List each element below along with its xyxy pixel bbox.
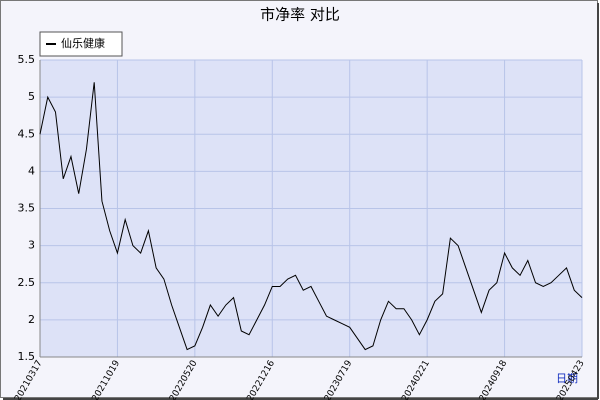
y-tick-label: 4.5 bbox=[18, 127, 36, 140]
y-tick-label: 2 bbox=[28, 313, 35, 326]
y-tick-label: 3 bbox=[28, 239, 35, 252]
legend-label: 仙乐健康 bbox=[61, 36, 105, 50]
y-tick-label: 2.5 bbox=[18, 276, 36, 289]
line-series bbox=[39, 82, 583, 351]
y-tick-label: 4 bbox=[28, 164, 35, 177]
chart-title: 市净率 对比 bbox=[260, 6, 340, 24]
y-tick-label: 3.5 bbox=[18, 202, 36, 215]
y-tick-label: 5 bbox=[28, 90, 35, 103]
y-tick-label: 5.5 bbox=[18, 53, 36, 66]
y-tick-label: 1.5 bbox=[18, 350, 36, 363]
x-axis-label: 日期 bbox=[556, 372, 578, 385]
